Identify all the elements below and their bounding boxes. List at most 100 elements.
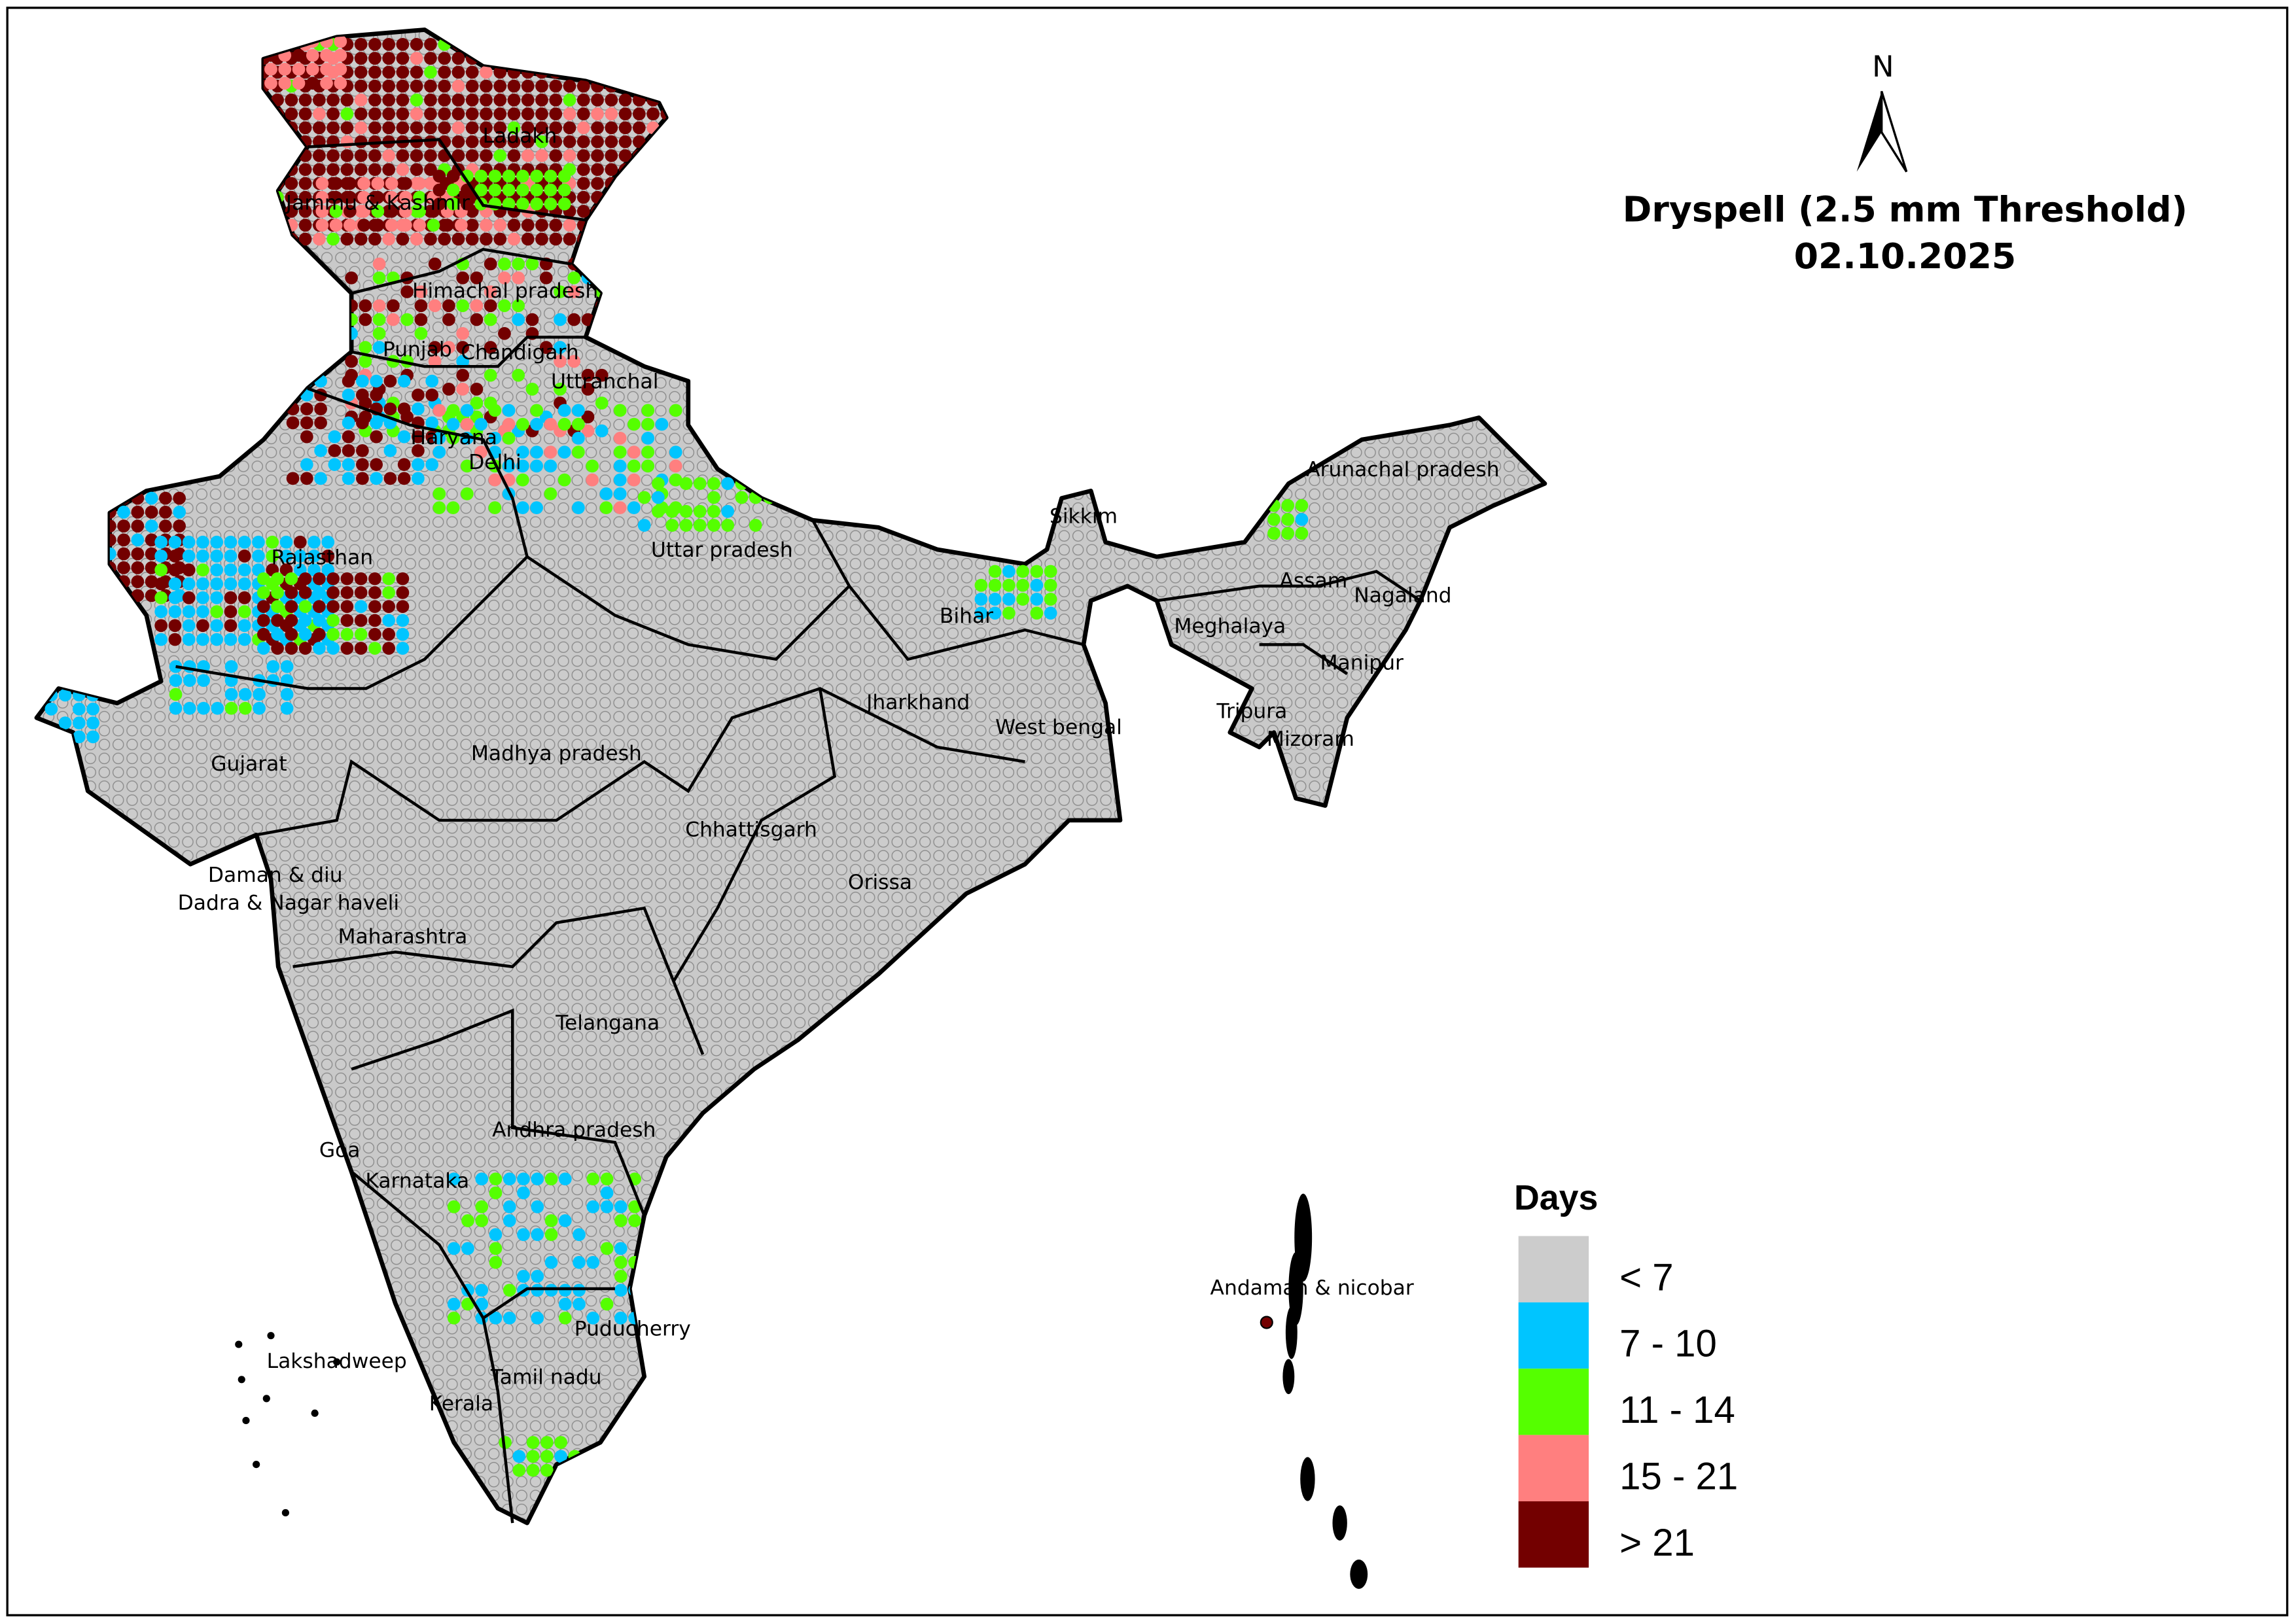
grid-cell [549, 218, 563, 232]
grid-cell [400, 313, 414, 326]
grid-cell [368, 232, 381, 246]
grid-cell [465, 232, 479, 246]
grid-cell [168, 550, 182, 563]
grid-cell [507, 135, 521, 148]
grid-cell [456, 326, 470, 340]
grid-cell [300, 458, 313, 471]
grid-cell [507, 94, 521, 107]
grid-cell [414, 313, 428, 326]
grid-cell [465, 107, 479, 120]
grid-cell [117, 547, 130, 561]
grid-cell [145, 491, 158, 505]
grid-cell [412, 402, 425, 415]
grid-cell [721, 477, 735, 491]
grid-cell [168, 591, 182, 604]
grid-cell [397, 402, 411, 415]
grid-cell [498, 257, 511, 271]
grid-cell [356, 388, 369, 402]
grid-cell [320, 77, 333, 90]
grid-cell [595, 396, 609, 410]
state-labels: Ladakh Jammu & Kashmir Himachal pradesh Pun… [178, 124, 1500, 1416]
grid-cell [320, 63, 333, 76]
state-label: Manipur [1320, 651, 1404, 674]
grid-cell [557, 404, 571, 417]
grid-cell [320, 48, 333, 62]
grid-cell [557, 473, 571, 487]
grid-cell [1044, 606, 1057, 620]
grid-cell [354, 65, 368, 79]
grid-cell [557, 445, 571, 459]
grid-cell [196, 577, 209, 591]
grid-cell [279, 550, 293, 563]
grid-cell [549, 107, 563, 120]
grid-cell [446, 183, 460, 197]
grid-cell [357, 205, 370, 218]
grid-cell [385, 205, 398, 218]
grid-cell [340, 586, 354, 599]
grid-cell [480, 65, 493, 79]
state-label: Jammu & Kashmir [285, 192, 470, 215]
grid-cell [424, 121, 437, 135]
state-label: Daman & diu [208, 864, 343, 887]
grid-cell [489, 1228, 503, 1242]
grid-cell [382, 107, 396, 120]
grid-cell [669, 459, 682, 473]
grid-cell [988, 565, 1002, 578]
grid-cell [618, 94, 632, 107]
grid-cell [693, 504, 707, 518]
grid-cell [595, 368, 609, 382]
grid-cell [131, 575, 145, 588]
grid-cell [447, 1297, 461, 1311]
grid-cell [456, 355, 470, 368]
grid-cell [410, 232, 423, 246]
grid-cell [558, 1214, 572, 1227]
grid-cell [344, 205, 357, 218]
grid-cell [357, 177, 370, 190]
grid-cell [131, 561, 145, 574]
grid-cell [637, 491, 651, 504]
grid-cell [488, 431, 502, 445]
grid-cell [382, 38, 396, 51]
grid-cell [414, 299, 428, 313]
state-boundaries [175, 138, 1421, 1524]
grid-cell [544, 1172, 558, 1186]
grid-cell [507, 121, 521, 135]
grid-cell [340, 163, 354, 177]
grid-cell [308, 535, 321, 549]
grid-cell [345, 355, 358, 368]
grid-cell [354, 614, 368, 627]
grid-cell [340, 642, 354, 655]
grid-cell [557, 169, 571, 183]
grid-cell [154, 605, 168, 618]
grid-cell [396, 232, 410, 246]
grid-cell [614, 1242, 627, 1255]
grid-cell [531, 1228, 544, 1242]
grid-cell [342, 430, 355, 444]
grid-cell [535, 79, 548, 93]
state-label: Sikkim [1050, 505, 1118, 529]
grid-cell [368, 52, 381, 65]
grid-cell [465, 65, 479, 79]
legend-label: 11 - 14 [1619, 1389, 1735, 1431]
grid-cell [614, 1200, 627, 1213]
grid-cell [359, 313, 372, 326]
grid-cell [314, 416, 327, 430]
grid-cell [238, 701, 252, 715]
grid-cell [563, 149, 576, 162]
grid-cell [1044, 593, 1057, 606]
grid-cell [313, 149, 326, 162]
grid-cell [292, 48, 306, 62]
grid-cell [396, 627, 410, 641]
grid-cell [300, 430, 313, 444]
grid-cell [271, 642, 284, 655]
grid-cell [988, 578, 1002, 592]
grid-cell [707, 477, 720, 491]
grid-cell [591, 177, 604, 190]
grid-cell [586, 473, 599, 487]
grid-cell [600, 1186, 614, 1200]
grid-cell [488, 473, 502, 487]
grid-cell [182, 550, 196, 563]
grid-cell [256, 627, 270, 641]
grid-cell [271, 586, 284, 599]
state-label: Maharashtra [338, 925, 467, 949]
